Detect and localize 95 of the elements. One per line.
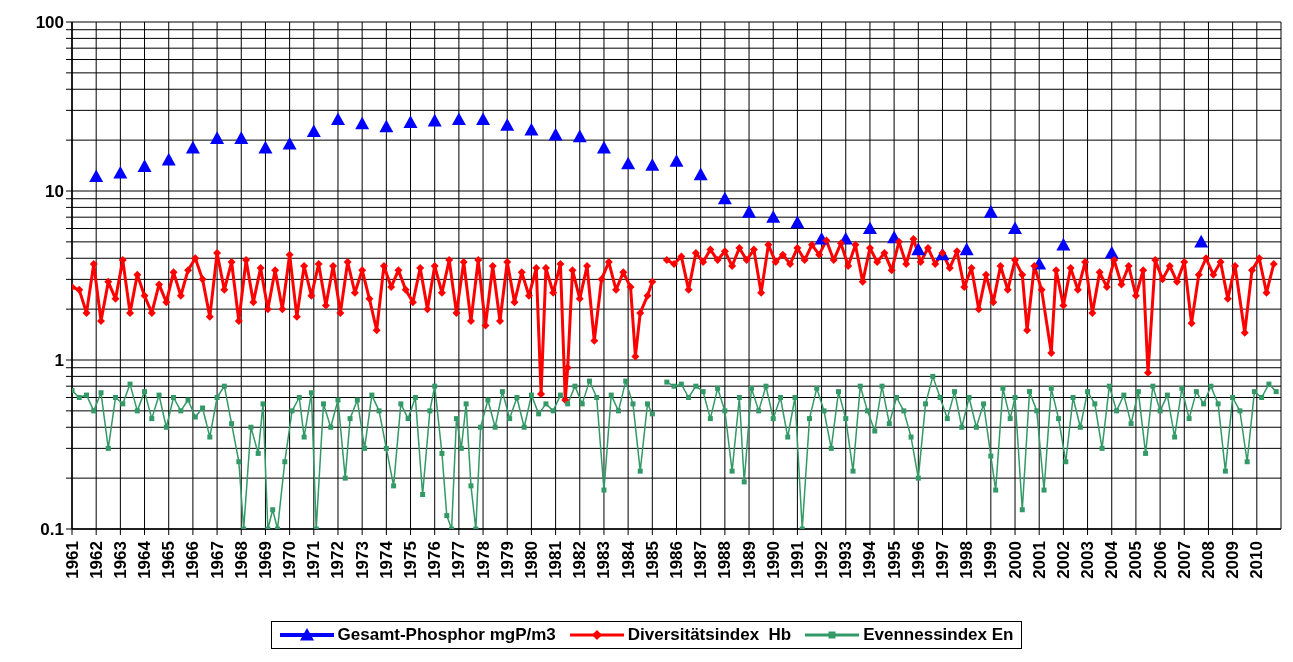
point — [693, 167, 708, 181]
point — [717, 191, 732, 205]
point — [210, 131, 225, 144]
legend-label: Diversitätsindex Hb — [627, 625, 792, 645]
point — [476, 112, 491, 126]
x-tick-label: 1998 — [957, 541, 977, 579]
x-tick-label: 1999 — [981, 541, 1001, 579]
point — [379, 119, 394, 133]
point — [403, 115, 418, 128]
point — [983, 205, 998, 218]
x-tick-label: 1995 — [884, 541, 904, 579]
x-tick-label: 2006 — [1150, 541, 1170, 579]
legend-label: Gesamt-Phosphor mgP/m3 — [337, 625, 556, 645]
y-tick-label: 10 — [45, 182, 64, 202]
x-tick-label: 1972 — [328, 541, 348, 579]
x-tick-label: 1989 — [739, 541, 759, 579]
point — [669, 154, 684, 167]
point — [645, 158, 660, 171]
x-tick-label: 1985 — [642, 541, 662, 579]
point — [137, 159, 152, 172]
x-tick-label: 2009 — [1223, 541, 1243, 579]
x-tick-label: 1975 — [401, 541, 421, 579]
x-tick-label: 1997 — [932, 541, 952, 579]
x-tick-label: 1988 — [715, 541, 735, 579]
x-tick-label: 1968 — [231, 541, 251, 579]
legend-label: Evennessindex En — [863, 625, 1014, 645]
x-tick-label: 2002 — [1053, 541, 1073, 579]
x-tick-label: 1992 — [812, 541, 832, 579]
point — [911, 242, 926, 256]
point — [1194, 234, 1209, 248]
x-tick-label: 1983 — [594, 541, 614, 579]
x-tick-label: 1962 — [86, 541, 106, 579]
x-tick-label: 1993 — [836, 541, 856, 579]
x-tick-label: 1982 — [570, 541, 590, 579]
point — [1056, 237, 1071, 251]
x-tick-label: 1994 — [860, 540, 880, 579]
x-tick-label: 1974 — [376, 540, 396, 579]
point — [959, 242, 974, 256]
point — [89, 169, 104, 183]
x-tick-label: 1981 — [546, 541, 566, 579]
x-tick-label: 1986 — [667, 541, 686, 579]
x-tick-label: 1976 — [425, 541, 445, 579]
point — [862, 221, 877, 235]
y-tick-label: 100 — [35, 13, 64, 33]
point — [282, 136, 297, 150]
point — [572, 129, 587, 143]
x-tick-label: 1969 — [255, 541, 275, 579]
point — [790, 215, 805, 229]
x-tick-label: 1967 — [207, 541, 227, 579]
point — [766, 210, 781, 223]
point — [330, 112, 345, 126]
x-tick-label: 1990 — [763, 541, 783, 579]
point — [1008, 221, 1023, 235]
point — [1104, 245, 1119, 259]
x-tick-label: 2010 — [1247, 541, 1267, 579]
point — [500, 118, 515, 131]
x-tick-label: 2005 — [1126, 541, 1146, 579]
x-tick-label: 1979 — [497, 541, 517, 579]
point — [548, 127, 563, 141]
x-tick-label: 1971 — [304, 541, 324, 579]
x-tick-label: 2004 — [1102, 540, 1122, 579]
point — [596, 140, 611, 154]
point — [113, 165, 128, 179]
x-tick-label: 1987 — [691, 541, 711, 579]
point — [161, 152, 176, 166]
x-tick-label: 1984 — [618, 540, 638, 579]
y-tick-label: 1 — [54, 351, 64, 371]
x-tick-label: 1978 — [473, 541, 493, 579]
x-tick-label: 1961 — [62, 541, 82, 579]
x-tick-label: 1973 — [352, 541, 372, 579]
point — [258, 140, 273, 154]
point — [524, 122, 539, 136]
x-tick-label: 2003 — [1078, 541, 1098, 579]
point — [742, 205, 757, 218]
point — [427, 113, 442, 127]
point — [355, 116, 370, 130]
x-tick-label: 1980 — [521, 541, 541, 579]
x-tick-label: 1964 — [135, 540, 155, 579]
x-tick-label: 2000 — [1005, 541, 1025, 579]
x-tick-label: 1966 — [183, 541, 203, 579]
x-tick-label: 1996 — [908, 541, 928, 579]
x-tick-label: 1970 — [280, 541, 300, 579]
x-tick-label: 1991 — [787, 541, 807, 579]
point — [621, 156, 636, 170]
x-tick-label: 2008 — [1198, 541, 1218, 579]
point — [451, 112, 466, 126]
x-tick-label: 2001 — [1029, 541, 1049, 579]
x-tick-label: 1965 — [159, 541, 179, 579]
x-tick-label: 1963 — [110, 541, 130, 579]
point — [306, 124, 321, 138]
y-tick-label: 0.1 — [40, 520, 64, 540]
x-tick-label: 2007 — [1174, 541, 1194, 579]
point — [234, 131, 249, 144]
x-tick-label: 1977 — [449, 541, 469, 579]
point — [185, 140, 200, 154]
